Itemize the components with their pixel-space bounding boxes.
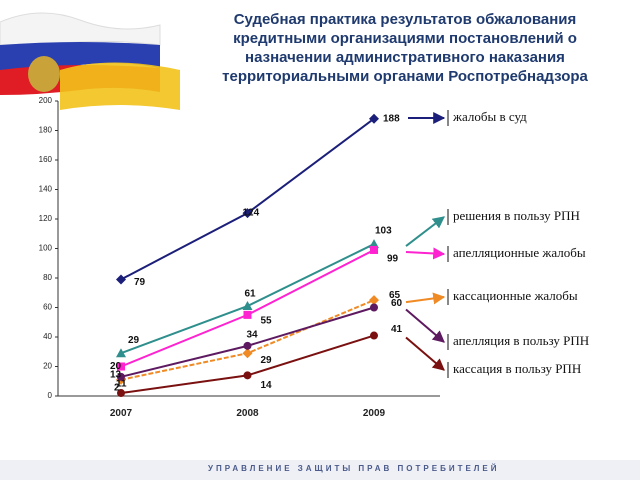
- marker: [242, 301, 253, 311]
- legend-label: кассация в пользу РПН: [453, 361, 581, 376]
- legend-arrow: [405, 336, 445, 371]
- x-tick-label: 2007: [110, 408, 133, 419]
- marker: [117, 362, 125, 371]
- data-label: 13: [110, 369, 122, 380]
- data-label: 41: [391, 324, 403, 335]
- y-tick-label: 140: [39, 185, 53, 194]
- y-tick-label: 20: [43, 362, 52, 371]
- legend-label: кассационные жалобы: [453, 288, 578, 303]
- marker: [116, 274, 126, 285]
- data-label: 79: [134, 277, 146, 288]
- marker: [370, 245, 378, 254]
- title: Судебная практика результатов обжаловани…: [222, 11, 588, 85]
- data-label: 124: [243, 208, 260, 219]
- footer: УПРАВЛЕНИЕ ЗАЩИТЫ ПРАВ ПОТРЕБИТЕЛЕЙ: [208, 464, 500, 473]
- data-label: 11: [116, 378, 127, 389]
- data-label: 29: [261, 355, 273, 366]
- marker: [242, 348, 253, 359]
- data-label: 55: [261, 316, 273, 327]
- data-label: 14: [261, 380, 273, 391]
- data-label: 65: [389, 290, 401, 301]
- legend-arrow: [405, 292, 446, 305]
- data-label: 29: [128, 335, 140, 346]
- data-label: 60: [391, 298, 403, 309]
- data-label: 20: [110, 361, 122, 372]
- legend-label: жалобы в суд: [452, 109, 527, 124]
- legend-arrow: [405, 216, 445, 247]
- footer-band: [0, 460, 640, 480]
- marker: [370, 331, 378, 340]
- series-line: [120, 117, 375, 281]
- y-tick-label: 100: [39, 244, 53, 253]
- y-tick-label: 40: [43, 332, 52, 341]
- marker: [369, 295, 379, 306]
- data-label: 34: [247, 329, 259, 340]
- data-label: 99: [387, 254, 399, 265]
- marker: [369, 239, 379, 249]
- marker: [370, 303, 378, 312]
- title-line: кредитными организациями постановлений о: [233, 30, 577, 47]
- marker: [243, 371, 252, 380]
- y-tick-label: 120: [39, 214, 53, 223]
- data-label: 188: [383, 113, 400, 124]
- x-tick-label: 2009: [363, 408, 386, 419]
- title-line: Судебная практика результатов обжаловани…: [234, 11, 577, 28]
- flag-decoration: [0, 12, 180, 110]
- legend-label: апелляция в пользу РПН: [453, 333, 589, 348]
- legend-label: решения в пользу РПН: [453, 208, 580, 223]
- marker: [243, 310, 252, 319]
- y-tick-label: 0: [48, 391, 53, 400]
- y-tick-label: 80: [43, 273, 52, 282]
- marker: [117, 372, 125, 381]
- legend-arrow: [405, 247, 446, 260]
- legend-label: апелляционные жалобы: [453, 245, 586, 260]
- legend-arrow: [405, 308, 445, 343]
- y-tick-label: 180: [39, 126, 53, 135]
- y-tick-label: 60: [43, 303, 52, 312]
- marker: [369, 113, 379, 124]
- marker: [116, 348, 126, 358]
- marker: [243, 341, 252, 350]
- y-tick-label: 160: [39, 155, 53, 164]
- data-label: 103: [375, 226, 392, 237]
- marker: [117, 389, 125, 398]
- title-line: назначении административного наказания: [245, 49, 565, 66]
- title-line: территориальными органами Роспотребнадзо…: [222, 68, 588, 85]
- data-label: 2: [114, 383, 120, 394]
- data-label: 61: [245, 289, 257, 300]
- marker: [242, 208, 253, 219]
- x-tick-label: 2008: [236, 408, 259, 419]
- y-tick-label: 200: [39, 96, 53, 105]
